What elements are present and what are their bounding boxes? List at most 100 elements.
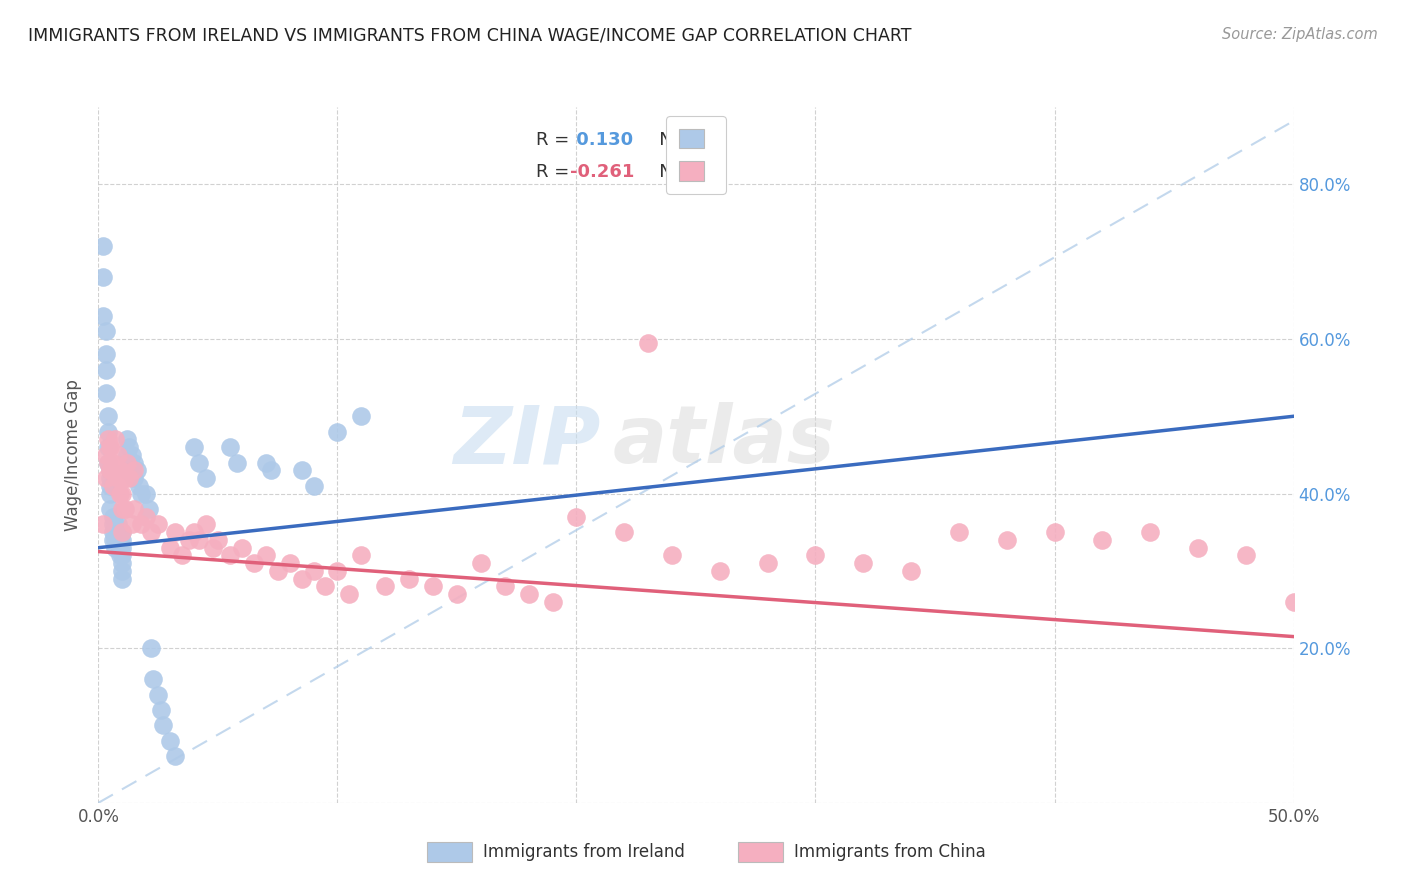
Point xyxy=(159,734,181,748)
Point xyxy=(446,587,468,601)
Point xyxy=(94,347,117,361)
Point xyxy=(804,549,827,563)
Point xyxy=(101,533,124,547)
Point xyxy=(131,517,153,532)
Point xyxy=(278,556,301,570)
Point xyxy=(494,579,516,593)
Point xyxy=(111,486,134,500)
Point xyxy=(115,448,138,462)
Text: Source: ZipAtlas.com: Source: ZipAtlas.com xyxy=(1222,27,1378,42)
Point xyxy=(139,525,162,540)
Point xyxy=(111,549,134,563)
Point xyxy=(107,533,129,547)
Point xyxy=(231,541,253,555)
Point xyxy=(97,456,120,470)
Text: N =: N = xyxy=(643,131,699,149)
Point xyxy=(565,509,588,524)
Text: Immigrants from Ireland: Immigrants from Ireland xyxy=(484,843,685,861)
Point xyxy=(163,749,186,764)
Point xyxy=(115,433,138,447)
Point xyxy=(163,525,186,540)
Point xyxy=(350,409,373,424)
Point xyxy=(148,517,170,532)
Text: 75: 75 xyxy=(700,162,725,181)
Point xyxy=(107,448,129,462)
Point xyxy=(115,456,138,470)
Point xyxy=(97,456,120,470)
Point xyxy=(111,572,134,586)
Point xyxy=(91,309,114,323)
Point xyxy=(267,564,290,578)
Text: R =: R = xyxy=(536,131,575,149)
Point xyxy=(98,502,122,516)
Point xyxy=(98,471,122,485)
Point xyxy=(91,270,114,285)
Point xyxy=(104,463,127,477)
Point xyxy=(207,533,229,547)
Point xyxy=(350,549,373,563)
Point xyxy=(114,502,136,516)
Point xyxy=(148,688,170,702)
Point xyxy=(1091,533,1114,547)
Point xyxy=(101,509,124,524)
Point xyxy=(254,456,277,470)
Point xyxy=(108,525,131,540)
Point xyxy=(398,572,420,586)
Point xyxy=(1187,541,1209,555)
Point xyxy=(1234,549,1257,563)
Point xyxy=(756,556,779,570)
FancyBboxPatch shape xyxy=(427,842,472,862)
Point xyxy=(259,463,281,477)
Point xyxy=(97,409,120,424)
Point xyxy=(948,525,970,540)
Point xyxy=(98,463,122,477)
Point xyxy=(104,533,127,547)
Point xyxy=(326,564,349,578)
Point xyxy=(101,456,124,470)
Point xyxy=(613,525,636,540)
Point xyxy=(183,440,205,454)
Point xyxy=(219,440,242,454)
Point xyxy=(422,579,444,593)
Point xyxy=(1043,525,1066,540)
Point xyxy=(131,486,153,500)
Point xyxy=(194,471,218,485)
Point xyxy=(661,549,683,563)
Point xyxy=(187,456,209,470)
Point xyxy=(121,448,143,462)
Point xyxy=(108,549,131,563)
Point xyxy=(111,533,134,547)
Point xyxy=(219,549,242,563)
Point xyxy=(108,541,131,555)
Point xyxy=(172,549,194,563)
Point xyxy=(517,587,540,601)
Point xyxy=(107,517,129,532)
Point xyxy=(121,463,143,477)
Point xyxy=(121,517,143,532)
Point xyxy=(101,479,124,493)
Legend: , : , xyxy=(666,116,725,194)
Text: atlas: atlas xyxy=(613,402,835,480)
Point xyxy=(470,556,492,570)
Y-axis label: Wage/Income Gap: Wage/Income Gap xyxy=(65,379,83,531)
Point xyxy=(115,463,138,477)
Point xyxy=(202,541,225,555)
Point xyxy=(101,517,124,532)
Point xyxy=(94,448,117,462)
Point xyxy=(104,525,127,540)
Point xyxy=(149,703,172,717)
Point xyxy=(94,324,117,338)
Point xyxy=(91,517,114,532)
Point xyxy=(135,509,157,524)
Point xyxy=(152,718,174,732)
Point xyxy=(108,463,131,477)
Point xyxy=(226,456,249,470)
Text: Immigrants from China: Immigrants from China xyxy=(794,843,986,861)
Point xyxy=(108,533,131,547)
Point xyxy=(302,564,325,578)
Text: ZIP: ZIP xyxy=(453,402,600,480)
Point xyxy=(118,456,141,470)
Point xyxy=(97,433,120,447)
Point xyxy=(107,471,129,485)
Point xyxy=(374,579,396,593)
